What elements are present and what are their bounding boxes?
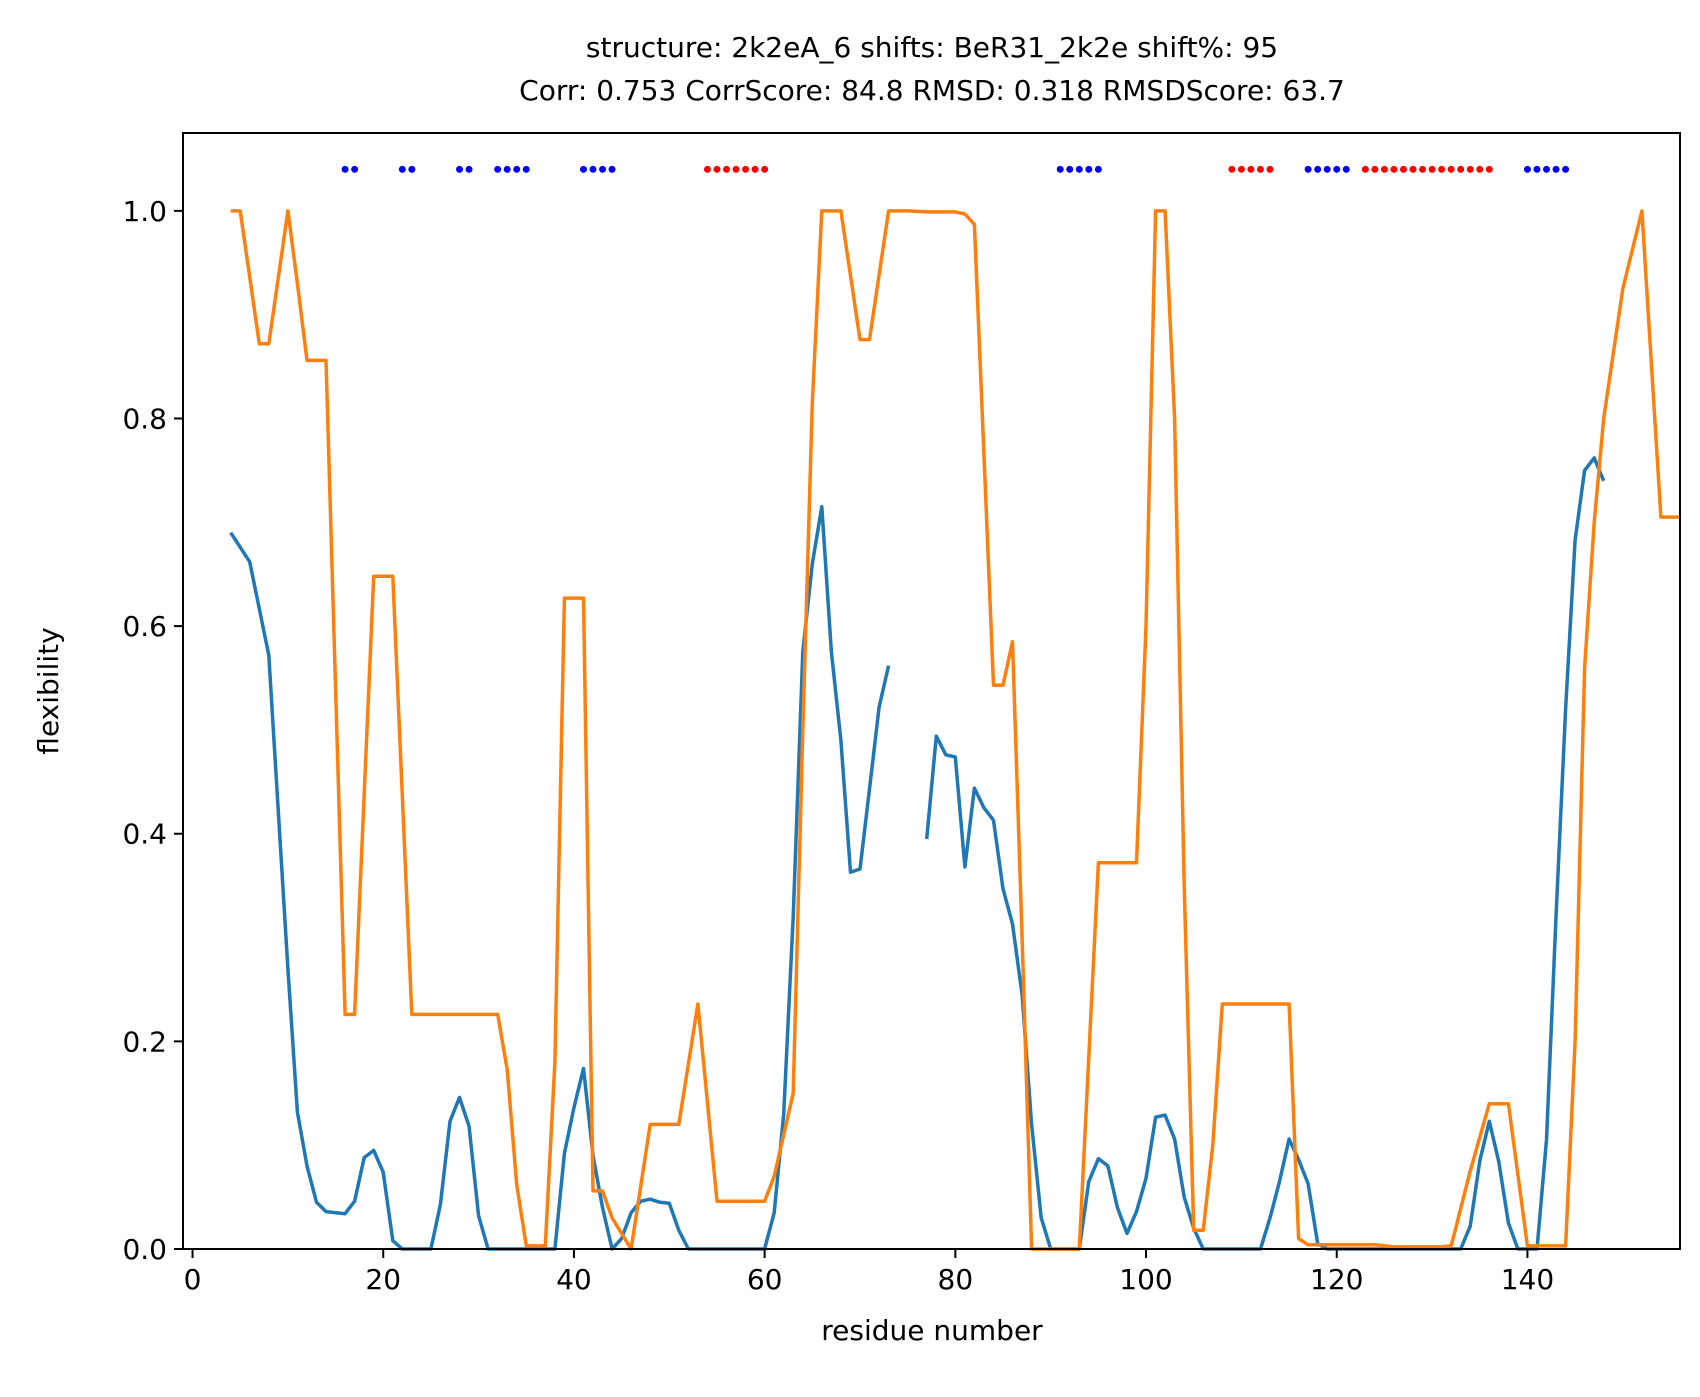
marker-red — [1457, 165, 1465, 173]
marker-blue — [341, 165, 349, 173]
marker-red — [1256, 165, 1264, 173]
marker-blue — [1066, 165, 1074, 173]
marker-blue — [408, 165, 416, 173]
marker-blue — [1533, 165, 1541, 173]
marker-red — [742, 165, 750, 173]
marker-red — [1409, 165, 1417, 173]
marker-blue — [1085, 165, 1093, 173]
marker-blue — [398, 165, 406, 173]
marker-blue — [1543, 165, 1551, 173]
marker-blue — [1304, 165, 1312, 173]
marker-red — [1476, 165, 1484, 173]
marker-red — [1466, 165, 1474, 173]
marker-red — [703, 165, 711, 173]
marker-blue — [465, 165, 473, 173]
series-lines — [229, 209, 1680, 1251]
y-tick-label: 0.4 — [122, 818, 167, 851]
marker-blue — [1314, 165, 1322, 173]
marker-red — [751, 165, 759, 173]
y-tick-label: 1.0 — [122, 195, 167, 228]
marker-blue — [1342, 165, 1350, 173]
marker-red — [1361, 165, 1369, 173]
marker-blue — [608, 165, 616, 173]
marker-blue — [1562, 165, 1570, 173]
x-tick-label: 0 — [184, 1263, 202, 1296]
marker-red — [722, 165, 730, 173]
marker-blue — [1056, 165, 1064, 173]
series-1-segment-2 — [924, 456, 1606, 1251]
x-axis-ticks: 0 20 40 60 80 100 120 140 — [184, 1249, 1554, 1296]
chart-title: structure: 2k2eA_6 shifts: BeR31_2k2e sh… — [586, 31, 1278, 64]
marker-blue — [589, 165, 597, 173]
marker-red — [1399, 165, 1407, 173]
marker-red — [1371, 165, 1379, 173]
x-tick-label: 140 — [1501, 1263, 1554, 1296]
x-tick-label: 20 — [365, 1263, 401, 1296]
secondary-structure-markers — [341, 165, 1570, 173]
marker-red — [761, 165, 769, 173]
y-tick-label: 0.6 — [122, 610, 167, 643]
marker-red — [1447, 165, 1455, 173]
y-tick-label: 0.0 — [122, 1233, 167, 1266]
marker-blue — [456, 165, 464, 173]
marker-red — [1390, 165, 1398, 173]
marker-blue — [1333, 165, 1341, 173]
x-axis-label: residue number — [821, 1314, 1043, 1347]
marker-blue — [1075, 165, 1083, 173]
marker-blue — [1094, 165, 1102, 173]
y-tick-label: 0.8 — [122, 402, 167, 435]
x-tick-label: 120 — [1310, 1263, 1363, 1296]
marker-blue — [1323, 165, 1331, 173]
marker-red — [713, 165, 721, 173]
marker-red — [1380, 165, 1388, 173]
marker-blue — [494, 165, 502, 173]
marker-blue — [1552, 165, 1560, 173]
marker-blue — [522, 165, 530, 173]
marker-red — [1228, 165, 1236, 173]
marker-red — [1419, 165, 1427, 173]
y-tick-label: 0.2 — [122, 1025, 167, 1058]
marker-red — [1247, 165, 1255, 173]
x-tick-label: 80 — [938, 1263, 974, 1296]
marker-red — [1237, 165, 1245, 173]
y-axis-ticks: 0.0 0.2 0.4 0.6 0.8 1.0 — [122, 195, 183, 1266]
marker-blue — [351, 165, 359, 173]
chart-subtitle: Corr: 0.753 CorrScore: 84.8 RMSD: 0.318 … — [519, 74, 1345, 107]
series-2-segment-1 — [230, 209, 1680, 1251]
x-tick-label: 100 — [1119, 1263, 1172, 1296]
marker-blue — [513, 165, 521, 173]
marker-red — [1485, 165, 1493, 173]
y-axis-label: flexibility — [32, 627, 65, 754]
marker-blue — [579, 165, 587, 173]
marker-red — [1428, 165, 1436, 173]
marker-red — [1266, 165, 1274, 173]
marker-red — [732, 165, 740, 173]
marker-blue — [599, 165, 607, 173]
marker-blue — [503, 165, 511, 173]
x-tick-label: 40 — [556, 1263, 592, 1296]
marker-red — [1438, 165, 1446, 173]
x-tick-label: 60 — [747, 1263, 783, 1296]
marker-blue — [1523, 165, 1531, 173]
plot-frame — [182, 132, 1681, 1250]
